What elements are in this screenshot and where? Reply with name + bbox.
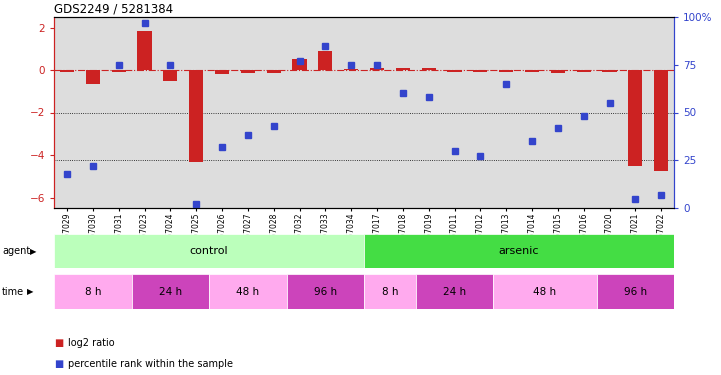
Bar: [241, 70, 255, 72]
Bar: [312, 17, 338, 208]
Bar: [364, 274, 416, 309]
Bar: [370, 68, 384, 70]
Bar: [441, 17, 467, 208]
Bar: [364, 234, 674, 268]
Bar: [416, 17, 441, 208]
Bar: [648, 17, 674, 208]
Bar: [106, 17, 131, 208]
Bar: [499, 70, 513, 72]
Bar: [131, 17, 157, 208]
Text: time: time: [2, 286, 25, 297]
Text: agent: agent: [2, 246, 30, 256]
Bar: [545, 17, 571, 208]
Bar: [163, 70, 177, 81]
Bar: [112, 70, 125, 72]
Text: ■: ■: [54, 338, 63, 348]
Text: ■: ■: [54, 359, 63, 369]
Bar: [54, 17, 80, 208]
Bar: [571, 17, 596, 208]
Text: 96 h: 96 h: [314, 286, 337, 297]
Bar: [338, 17, 364, 208]
Text: ▶: ▶: [30, 247, 37, 256]
Text: 24 h: 24 h: [159, 286, 182, 297]
Text: ▶: ▶: [27, 287, 34, 296]
Bar: [344, 69, 358, 70]
Bar: [416, 274, 493, 309]
Bar: [525, 70, 539, 72]
Bar: [54, 234, 364, 268]
Bar: [448, 70, 461, 72]
Bar: [209, 274, 286, 309]
Bar: [596, 17, 622, 208]
Bar: [80, 17, 106, 208]
Bar: [267, 70, 280, 73]
Bar: [396, 68, 410, 70]
Bar: [622, 17, 648, 208]
Bar: [286, 274, 364, 309]
Text: GDS2249 / 5281384: GDS2249 / 5281384: [54, 3, 173, 16]
Bar: [157, 17, 183, 208]
Bar: [54, 274, 131, 309]
Bar: [467, 17, 493, 208]
Text: control: control: [190, 246, 229, 256]
Bar: [493, 274, 596, 309]
Bar: [364, 17, 390, 208]
Bar: [209, 17, 235, 208]
Text: log2 ratio: log2 ratio: [68, 338, 115, 348]
Text: 48 h: 48 h: [236, 286, 260, 297]
Bar: [235, 17, 261, 208]
Bar: [603, 70, 616, 72]
Bar: [577, 70, 590, 72]
Text: 8 h: 8 h: [381, 286, 398, 297]
Bar: [551, 70, 565, 73]
Bar: [473, 70, 487, 72]
Bar: [60, 70, 74, 72]
Bar: [654, 70, 668, 171]
Text: percentile rank within the sample: percentile rank within the sample: [68, 359, 234, 369]
Bar: [293, 59, 306, 70]
Bar: [261, 17, 286, 208]
Bar: [493, 17, 519, 208]
Bar: [138, 31, 151, 70]
Bar: [318, 51, 332, 70]
Bar: [189, 70, 203, 162]
Text: 48 h: 48 h: [534, 286, 557, 297]
Bar: [422, 68, 435, 70]
Bar: [596, 274, 674, 309]
Bar: [215, 70, 229, 74]
Bar: [183, 17, 209, 208]
Text: arsenic: arsenic: [499, 246, 539, 256]
Bar: [286, 17, 312, 208]
Bar: [86, 70, 100, 84]
Text: 96 h: 96 h: [624, 286, 647, 297]
Text: 8 h: 8 h: [84, 286, 101, 297]
Bar: [390, 17, 416, 208]
Text: 24 h: 24 h: [443, 286, 466, 297]
Bar: [519, 17, 545, 208]
Bar: [628, 70, 642, 166]
Bar: [131, 274, 209, 309]
